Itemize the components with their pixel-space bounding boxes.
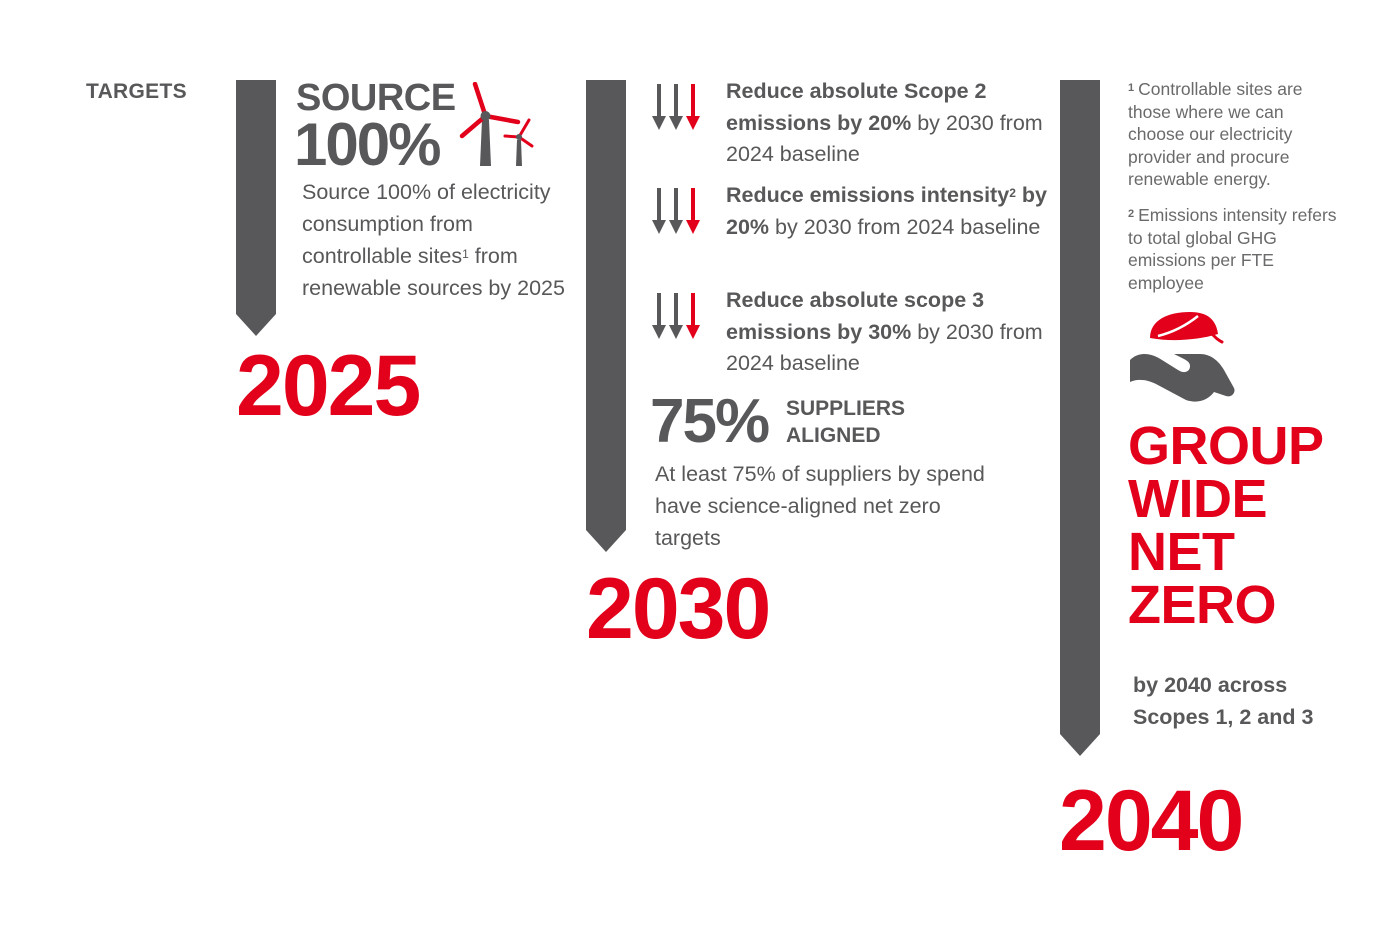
target-text: Reduce absolute Scope 2 emissions by 20%…	[726, 79, 1043, 166]
source-body: Source 100% of electricity consumption f…	[302, 180, 565, 300]
source-headline-line1: SOURCE	[296, 77, 456, 119]
wind-turbine-icon	[458, 81, 538, 173]
suppliers-percentage: 75%	[650, 387, 770, 456]
reduction-arrows-icon	[652, 78, 704, 137]
footnote-2: 2 Emissions intensity refers to total glo…	[1128, 205, 1337, 293]
timeline-arrow-2040	[1060, 80, 1100, 756]
timeline-arrow-2030	[586, 80, 626, 552]
target-row-scope3: Reduce absolute scope 3 emissions by 30%…	[652, 285, 1072, 385]
net-zero-headline: GROUP WIDE NET ZERO	[1128, 416, 1324, 635]
target-row-intensity: Reduce emissions intensity2 by 20% by 20…	[652, 180, 1072, 280]
target-text: Reduce emissions intensity2 by 20% by 20…	[726, 183, 1047, 239]
section-label: TARGETS	[86, 80, 187, 103]
timeline-arrow-2025	[236, 80, 276, 336]
year-2025: 2025	[236, 338, 421, 434]
target-row-scope2: Reduce absolute Scope 2 emissions by 20%…	[652, 76, 1072, 176]
year-2030: 2030	[586, 561, 771, 657]
suppliers-label: SUPPLIERS ALIGNED	[786, 397, 906, 447]
footnote-1: 1 Controllable sites are those where we c…	[1128, 79, 1303, 189]
reduction-arrows-icon	[652, 287, 704, 346]
hand-leaf-icon	[1128, 308, 1238, 413]
net-zero-scope-text: by 2040 across Scopes 1, 2 and 3	[1133, 673, 1314, 729]
reduction-arrows-icon	[652, 182, 704, 241]
year-2040: 2040	[1059, 773, 1244, 869]
suppliers-body: At least 75% of suppliers by spend have …	[655, 462, 985, 550]
source-headline-line2: 100%	[294, 111, 441, 178]
target-text: Reduce absolute scope 3 emissions by 30%…	[726, 288, 1043, 375]
